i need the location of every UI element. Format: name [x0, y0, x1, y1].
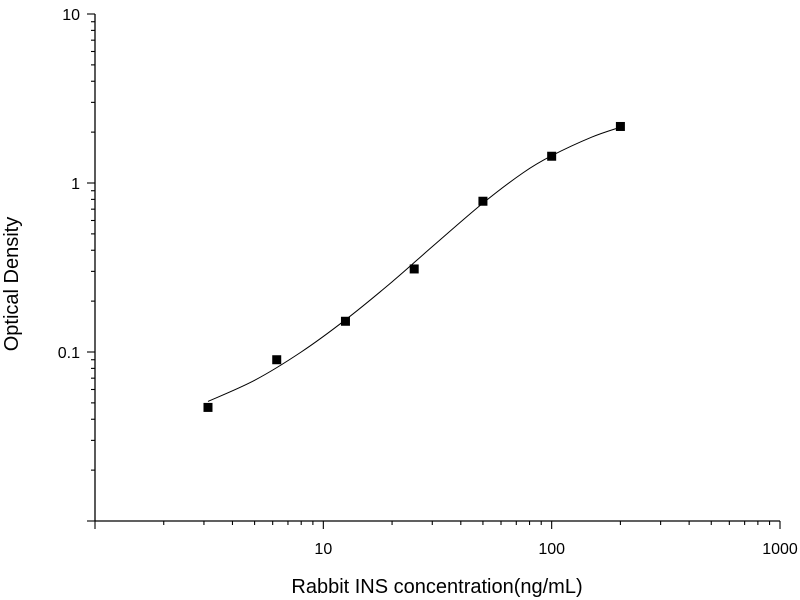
- data-point: [547, 151, 557, 161]
- minor-ticks: [91, 21, 771, 525]
- x-tick-label: 100: [538, 541, 565, 558]
- data-point: [340, 316, 350, 326]
- y-axis-label: Optical Density: [1, 217, 23, 352]
- x-tick-label: 1000: [762, 541, 798, 558]
- data-point: [272, 355, 282, 365]
- y-tick-label: 0.1: [58, 345, 80, 362]
- data-point: [203, 402, 213, 412]
- x-tick-label: 10: [314, 541, 332, 558]
- y-ticks: 0.1 1 10: [58, 7, 95, 522]
- data-point: [615, 121, 625, 131]
- data-point: [478, 196, 488, 206]
- y-tick-label: 10: [62, 7, 80, 24]
- data-point: [409, 264, 419, 274]
- axes: [94, 14, 780, 522]
- data-points: [203, 121, 625, 412]
- fit-curve: [207, 126, 621, 402]
- x-ticks: 10 100 1000: [94, 521, 798, 558]
- x-axis-label: Rabbit INS concentration(ng/mL): [291, 576, 582, 598]
- y-tick-label: 1: [71, 176, 80, 193]
